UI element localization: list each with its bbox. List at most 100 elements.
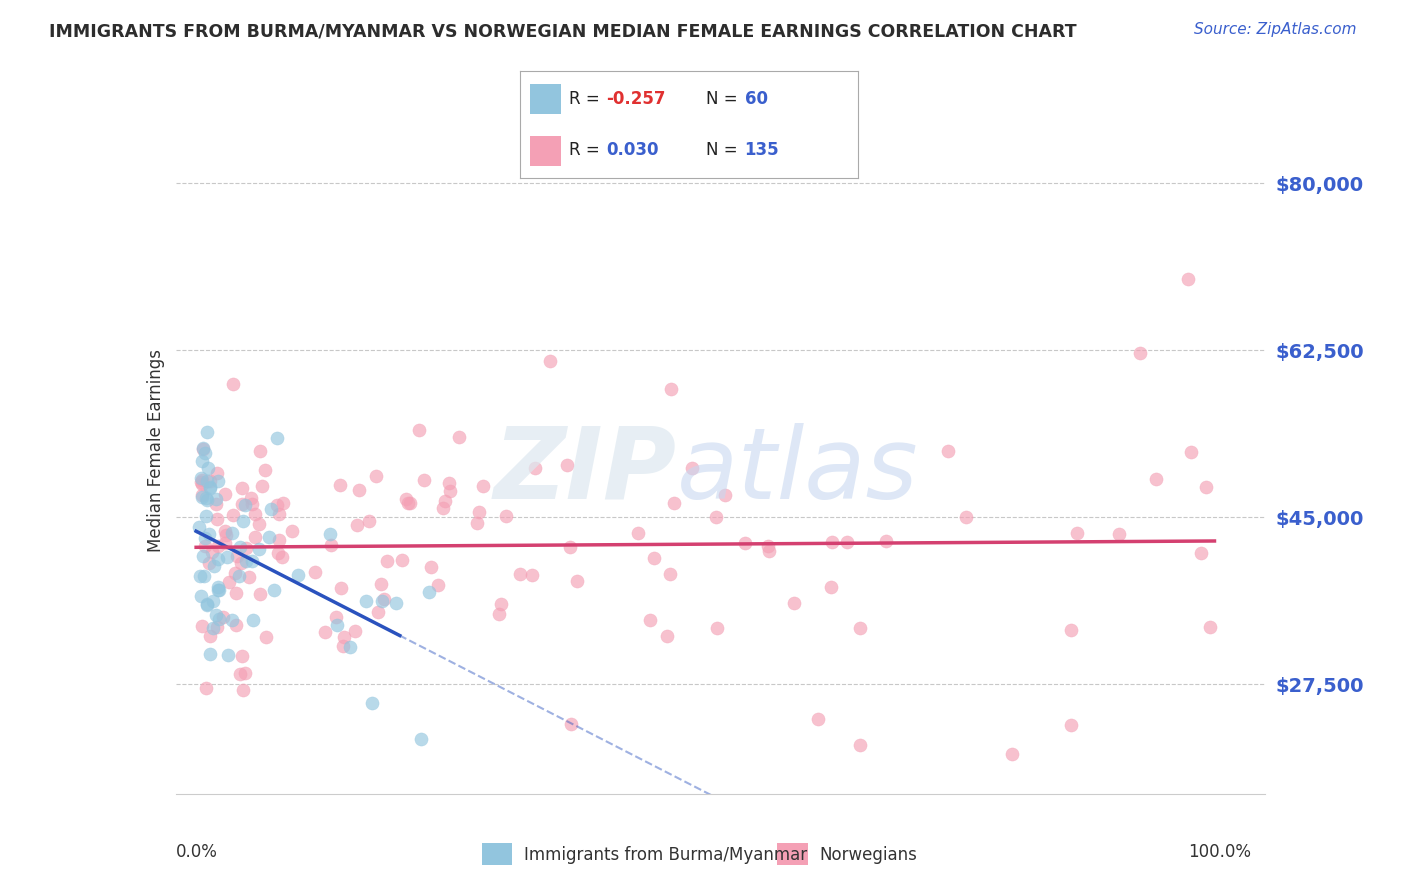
Point bbox=[221, 526, 243, 541]
Point bbox=[432, 501, 454, 516]
Point bbox=[253, 463, 276, 477]
Point bbox=[325, 610, 347, 624]
Point bbox=[205, 620, 228, 634]
Point bbox=[240, 497, 263, 511]
Point bbox=[471, 479, 494, 493]
Point bbox=[821, 534, 844, 549]
Point bbox=[225, 586, 247, 600]
Point bbox=[194, 509, 217, 524]
Point bbox=[217, 648, 239, 662]
Text: Source: ZipAtlas.com: Source: ZipAtlas.com bbox=[1194, 22, 1357, 37]
Point bbox=[202, 594, 225, 608]
Point bbox=[195, 474, 218, 488]
Point bbox=[207, 539, 229, 553]
Point bbox=[661, 382, 683, 396]
Point bbox=[1108, 527, 1130, 541]
Point bbox=[188, 569, 211, 583]
Point bbox=[229, 556, 252, 570]
Point bbox=[314, 625, 336, 640]
Point bbox=[190, 475, 212, 489]
Point bbox=[413, 474, 436, 488]
Point bbox=[758, 544, 780, 558]
Point bbox=[1060, 624, 1083, 638]
Text: N =: N = bbox=[706, 141, 737, 159]
Point bbox=[194, 491, 217, 506]
Point bbox=[233, 498, 256, 512]
Point bbox=[875, 534, 897, 549]
Point bbox=[371, 594, 394, 608]
Point bbox=[214, 536, 236, 550]
Text: 60: 60 bbox=[745, 90, 768, 108]
Point bbox=[215, 528, 238, 542]
Text: 0.030: 0.030 bbox=[606, 141, 659, 159]
Point bbox=[193, 441, 215, 455]
Point bbox=[555, 458, 578, 473]
Point bbox=[193, 569, 215, 583]
Point bbox=[191, 442, 214, 457]
Point bbox=[221, 508, 243, 522]
Point bbox=[1001, 747, 1024, 761]
Point bbox=[955, 509, 977, 524]
Point bbox=[304, 566, 326, 580]
Text: atlas: atlas bbox=[678, 423, 918, 519]
Point bbox=[373, 591, 395, 606]
Bar bbox=[530, 84, 561, 114]
Point bbox=[208, 611, 231, 625]
Text: 100.0%: 100.0% bbox=[1188, 843, 1251, 861]
Point bbox=[232, 683, 254, 698]
Point bbox=[848, 621, 870, 635]
Point bbox=[638, 613, 661, 627]
Point bbox=[1129, 346, 1152, 360]
Point bbox=[565, 574, 588, 588]
Point bbox=[207, 583, 229, 598]
Point bbox=[205, 491, 228, 506]
Point bbox=[409, 732, 432, 747]
Point bbox=[522, 568, 544, 582]
Point bbox=[319, 527, 342, 541]
Point bbox=[704, 509, 727, 524]
Point bbox=[359, 514, 381, 528]
Point bbox=[332, 639, 354, 653]
Point bbox=[495, 509, 517, 524]
Point bbox=[201, 545, 224, 559]
Point bbox=[190, 471, 212, 485]
Text: IMMIGRANTS FROM BURMA/MYANMAR VS NORWEGIAN MEDIAN FEMALE EARNINGS CORRELATION CH: IMMIGRANTS FROM BURMA/MYANMAR VS NORWEGI… bbox=[49, 22, 1077, 40]
Point bbox=[214, 524, 236, 539]
Point bbox=[247, 517, 270, 532]
Point bbox=[191, 490, 214, 504]
Text: N =: N = bbox=[706, 90, 737, 108]
Point bbox=[217, 550, 239, 565]
Text: 0.0%: 0.0% bbox=[176, 843, 218, 861]
Point bbox=[346, 518, 368, 533]
Point bbox=[205, 466, 228, 480]
Point bbox=[347, 483, 370, 498]
Point bbox=[488, 607, 510, 622]
Point bbox=[269, 533, 291, 547]
Point bbox=[193, 549, 215, 564]
Point bbox=[266, 431, 288, 445]
Point bbox=[420, 560, 443, 574]
Point bbox=[263, 583, 285, 598]
Point bbox=[195, 425, 218, 439]
Text: R =: R = bbox=[569, 141, 600, 159]
Point bbox=[190, 589, 212, 603]
Point bbox=[225, 549, 247, 563]
Point bbox=[218, 574, 240, 589]
Point bbox=[280, 524, 302, 538]
Point bbox=[233, 665, 256, 680]
Point bbox=[212, 609, 235, 624]
Text: Norwegians: Norwegians bbox=[818, 846, 917, 863]
Point bbox=[207, 474, 229, 488]
Point bbox=[231, 481, 253, 495]
Point bbox=[250, 478, 273, 492]
Point bbox=[433, 493, 456, 508]
Point bbox=[259, 502, 281, 516]
Point bbox=[375, 554, 398, 568]
Point bbox=[225, 618, 247, 632]
Point bbox=[238, 570, 260, 584]
Point bbox=[344, 624, 367, 638]
Point bbox=[418, 585, 440, 599]
Text: ZIP: ZIP bbox=[494, 423, 678, 519]
Point bbox=[714, 488, 737, 502]
Point bbox=[214, 487, 236, 501]
